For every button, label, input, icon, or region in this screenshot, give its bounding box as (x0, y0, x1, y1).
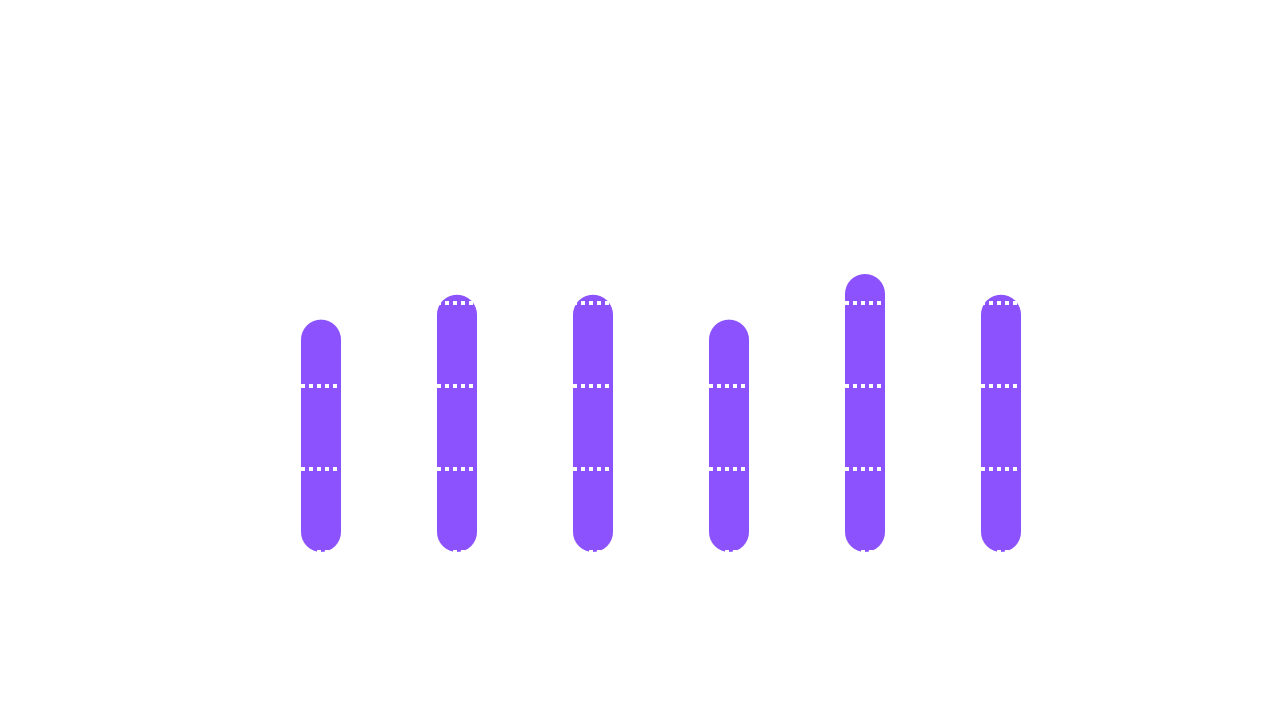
bar-4 (709, 319, 749, 552)
bar-3 (573, 294, 613, 552)
bar-2 (437, 294, 477, 552)
bar-1 (301, 319, 341, 552)
bar-6 (981, 294, 1021, 552)
gridlines-group (253, 301, 1069, 554)
bar-5 (845, 273, 885, 552)
bars-group (301, 273, 1021, 552)
